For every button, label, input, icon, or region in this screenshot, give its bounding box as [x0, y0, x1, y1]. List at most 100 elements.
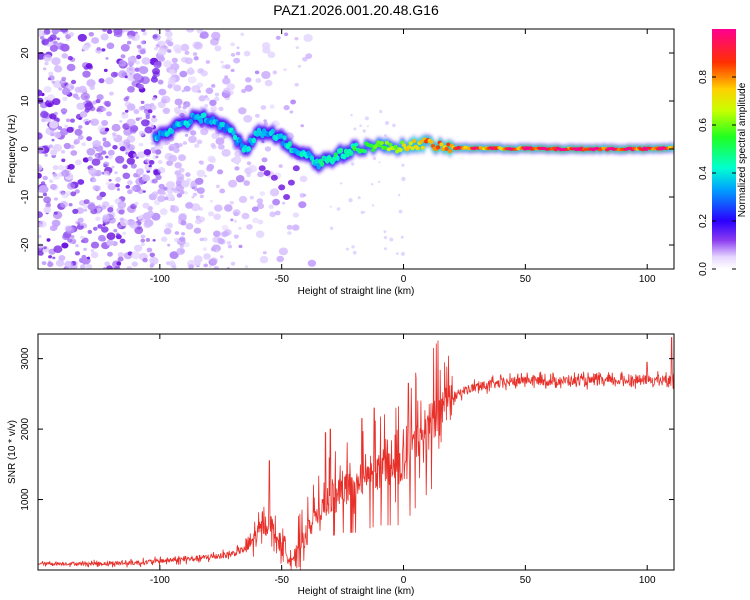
- ridge-peak: [188, 118, 193, 125]
- noise-speckle: [38, 29, 44, 37]
- noise-speckle: [63, 142, 71, 150]
- colorbar-tick-label: 0.0: [698, 262, 709, 276]
- noise-speckle: [117, 252, 125, 258]
- noise-speckle: [123, 139, 131, 145]
- spectrogram-ridge: [152, 107, 674, 175]
- noise-speckle: [75, 244, 79, 248]
- colorbar-label: Normalized spectral amplitude: [737, 82, 748, 217]
- noise-speckle: [179, 190, 185, 195]
- noise-speckle: [248, 164, 257, 173]
- noise-speckle: [94, 153, 101, 158]
- noise-speckle: [150, 142, 154, 145]
- noise-speckle: [195, 218, 202, 225]
- noise-speckle: [255, 230, 265, 238]
- noise-speckle: [140, 76, 150, 85]
- noise-speckle: [103, 170, 110, 176]
- noise-speckle: [178, 212, 187, 220]
- noise-speckle: [91, 37, 100, 44]
- noise-speckle: [106, 239, 114, 246]
- noise-speckle: [93, 226, 98, 231]
- noise-speckle: [275, 210, 281, 216]
- noise-speckle: [181, 232, 186, 236]
- noise-speckle: [95, 216, 101, 222]
- noise-speckle: [165, 29, 171, 33]
- noise-speckle: [372, 156, 377, 161]
- noise-speckle: [61, 242, 69, 249]
- colorbar-tick-label: 0.8: [698, 70, 709, 84]
- noise-speckle: [212, 236, 220, 243]
- noise-speckle: [275, 35, 281, 40]
- noise-speckle: [226, 266, 230, 269]
- noise-speckle: [259, 191, 266, 197]
- ridge-peak: [239, 142, 245, 149]
- noise-speckle: [83, 204, 88, 209]
- noise-speckle: [194, 260, 201, 267]
- noise-speckle: [55, 64, 59, 68]
- noise-speckle: [98, 234, 106, 242]
- ridge-peak: [316, 163, 321, 170]
- noise-speckle: [203, 174, 208, 178]
- ridge-peak: [410, 146, 415, 151]
- noise-speckle: [134, 201, 139, 206]
- noise-speckle: [72, 93, 79, 99]
- noise-speckle: [98, 78, 105, 84]
- noise-speckle: [269, 104, 275, 109]
- noise-speckle: [202, 247, 207, 251]
- noise-speckle: [49, 120, 59, 129]
- noise-speckle: [88, 167, 97, 176]
- noise-speckle: [151, 178, 158, 184]
- noise-speckle: [52, 98, 61, 106]
- noise-speckle: [152, 154, 158, 160]
- noise-speckle: [42, 33, 46, 36]
- noise-speckle: [351, 245, 355, 249]
- x-tick-label: -100: [150, 575, 170, 586]
- chart-title: PAZ1.2026.001.20.48.G16: [273, 2, 439, 18]
- noise-speckle: [170, 69, 176, 74]
- noise-speckle: [246, 224, 253, 230]
- noise-speckle: [74, 189, 80, 194]
- noise-speckle: [257, 219, 264, 225]
- ridge-peak: [156, 134, 161, 141]
- noise-speckle: [230, 218, 234, 222]
- noise-speckle: [38, 185, 48, 193]
- noise-speckle: [101, 107, 107, 112]
- noise-speckle: [126, 118, 136, 127]
- noise-speckle: [229, 200, 234, 205]
- noise-speckle: [106, 232, 116, 240]
- noise-speckle: [84, 102, 94, 111]
- noise-speckle: [64, 124, 69, 128]
- ridge-peak: [388, 142, 393, 147]
- noise-speckle: [89, 85, 95, 91]
- noise-speckle: [103, 161, 110, 168]
- noise-speckle: [185, 172, 191, 177]
- noise-speckle: [263, 170, 271, 176]
- noise-speckle: [158, 56, 165, 62]
- noise-speckle: [152, 34, 158, 39]
- noise-speckle: [261, 71, 271, 79]
- ridge-peak: [444, 146, 449, 151]
- noise-speckle: [150, 76, 158, 83]
- noise-speckle: [110, 71, 118, 78]
- noise-speckle: [74, 128, 83, 136]
- colorbar-tick-label: 0.6: [698, 118, 709, 132]
- ridge-peak: [169, 128, 175, 135]
- noise-speckle: [185, 202, 194, 209]
- noise-speckle: [150, 147, 156, 152]
- noise-speckle: [142, 202, 150, 209]
- noise-speckle: [208, 264, 213, 268]
- noise-speckle: [49, 44, 59, 52]
- noise-speckle: [107, 143, 112, 147]
- noise-speckle: [148, 164, 152, 168]
- noise-speckle: [112, 145, 118, 150]
- noise-speckle: [127, 189, 133, 195]
- noise-speckle: [213, 230, 221, 238]
- noise-speckle: [43, 246, 47, 250]
- noise-speckle: [300, 124, 305, 128]
- noise-speckle: [52, 173, 58, 177]
- noise-speckle: [133, 109, 140, 115]
- noise-speckle: [181, 180, 190, 188]
- noise-speckle: [82, 157, 89, 163]
- noise-speckle: [104, 127, 110, 132]
- noise-speckle: [48, 255, 53, 259]
- noise-speckle: [353, 127, 357, 131]
